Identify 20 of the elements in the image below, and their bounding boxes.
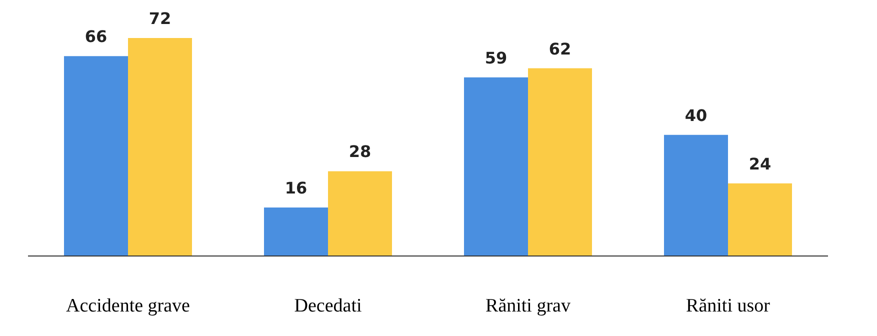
data-label: 28 (348, 142, 372, 162)
x-tick-label: Răniti usor (686, 295, 771, 316)
bar (464, 77, 528, 256)
bar (264, 208, 328, 256)
data-label: 62 (548, 39, 572, 58)
data-label: 66 (84, 27, 108, 46)
bar (64, 56, 128, 256)
data-label: 16 (284, 178, 308, 198)
data-label: 59 (484, 48, 508, 68)
x-tick-label: Accidente grave (66, 295, 190, 316)
bar (528, 68, 592, 256)
bar (728, 183, 792, 256)
x-tick-label: Răniti grav (486, 295, 571, 316)
bar (328, 171, 392, 256)
bar (128, 38, 192, 256)
data-label: 72 (148, 9, 172, 28)
bar (664, 134, 728, 256)
data-label: 24 (748, 154, 772, 174)
x-tick-label: Decedati (294, 295, 362, 316)
data-label: 40 (684, 106, 708, 125)
